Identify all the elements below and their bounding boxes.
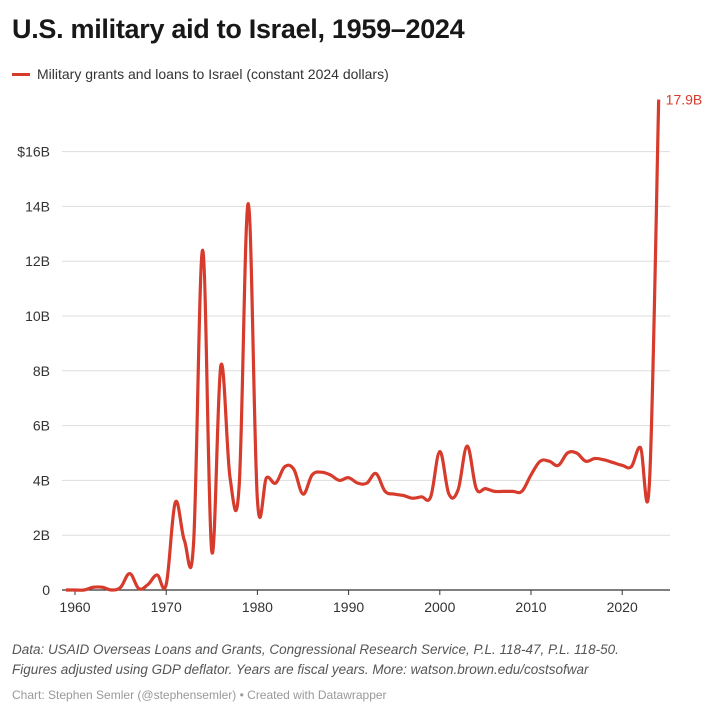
legend: Military grants and loans to Israel (con… bbox=[12, 66, 389, 82]
y-tick-label: 10B bbox=[25, 308, 50, 324]
x-tick-label: 1960 bbox=[59, 599, 90, 615]
y-tick-label: 12B bbox=[25, 253, 50, 269]
x-tick-label: 1970 bbox=[151, 599, 182, 615]
source-note-line: Data: USAID Overseas Loans and Grants, C… bbox=[12, 642, 619, 657]
x-tick-label: 1980 bbox=[242, 599, 273, 615]
chart-title: U.S. military aid to Israel, 1959–2024 bbox=[12, 14, 465, 44]
legend-label: Military grants and loans to Israel (con… bbox=[37, 66, 389, 82]
credit: Chart: Stephen Semler (@stephensemler) •… bbox=[12, 688, 387, 702]
x-tick-label: 2000 bbox=[424, 599, 455, 615]
y-tick-label: 4B bbox=[33, 472, 50, 488]
source-note-line: Figures adjusted using GDP deflator. Yea… bbox=[12, 662, 589, 677]
x-tick-label: 2020 bbox=[607, 599, 638, 615]
x-tick-label: 2010 bbox=[515, 599, 546, 615]
x-tick-label: 1990 bbox=[333, 599, 364, 615]
y-tick-label: $16B bbox=[17, 144, 50, 160]
source-notes: Data: USAID Overseas Loans and Grants, C… bbox=[12, 640, 619, 680]
y-tick-label: 6B bbox=[33, 418, 50, 434]
legend-swatch bbox=[12, 72, 30, 76]
y-tick-label: 8B bbox=[33, 363, 50, 379]
y-tick-label: 0 bbox=[42, 582, 50, 598]
y-tick-label: 14B bbox=[25, 198, 50, 214]
end-value-label: 17.9B bbox=[666, 92, 703, 108]
y-tick-label: 2B bbox=[33, 527, 50, 543]
series-line bbox=[65, 99, 661, 592]
